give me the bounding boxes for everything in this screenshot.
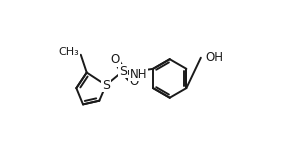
Text: NH: NH bbox=[130, 67, 147, 80]
Text: S: S bbox=[119, 65, 127, 78]
Text: CH₃: CH₃ bbox=[59, 47, 79, 57]
Text: O: O bbox=[111, 53, 120, 66]
Text: S: S bbox=[102, 79, 110, 92]
Text: O: O bbox=[129, 75, 138, 88]
Text: OH: OH bbox=[205, 51, 223, 64]
